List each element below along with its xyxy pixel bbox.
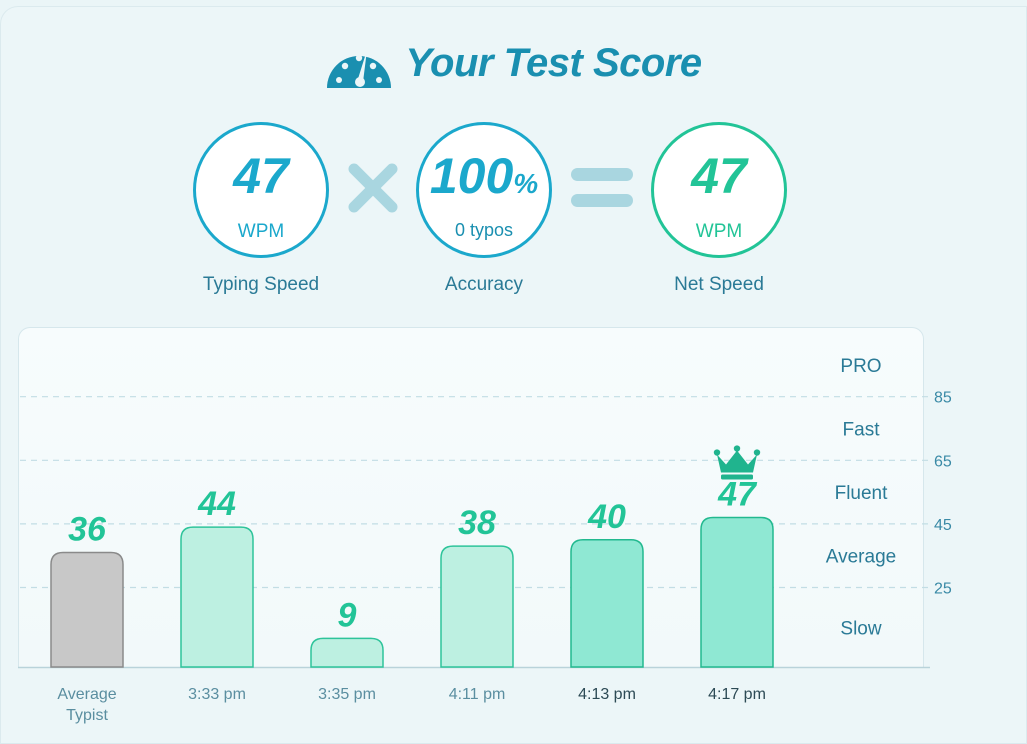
band-label: Average (826, 547, 896, 568)
bar (310, 637, 384, 668)
bar-value-label: 9 (338, 596, 357, 634)
net-speed-label: Net Speed (674, 274, 764, 295)
bar-value-label: 36 (68, 511, 107, 549)
speedometer-icon (327, 50, 392, 88)
page-title: Your Test Score (405, 40, 702, 85)
x-tick-label: 4:13 pm (578, 686, 636, 703)
net-speed-value: 47 (691, 148, 747, 204)
x-tick-label: 4:17 pm (708, 686, 766, 703)
bar-value-label: 44 (197, 485, 236, 523)
typing-speed-circle: 47 WPM (193, 122, 329, 258)
bar-value-label: 38 (458, 504, 496, 542)
typing-speed-value: 47 (233, 148, 289, 204)
band-label: Fluent (835, 483, 889, 504)
x-tick-label: 3:35 pm (318, 686, 376, 703)
bar (570, 539, 644, 668)
bar (700, 516, 774, 668)
multiply-icon (348, 163, 398, 213)
y-tick-label: 65 (934, 453, 952, 470)
band-label: PRO (840, 356, 881, 377)
accuracy-label: Accuracy (444, 274, 524, 295)
net-speed-circle: 47 WPM (651, 122, 787, 258)
bar (440, 545, 514, 668)
x-tick-label: 3:33 pm (188, 686, 246, 703)
header: Your Test Score (0, 36, 1027, 90)
y-tick-label: 85 (934, 390, 952, 407)
typos-count: 0 typos (454, 220, 514, 240)
accuracy-value: 100 (429, 148, 514, 204)
accuracy-value-wrap: 100% (413, 151, 555, 201)
typing-speed-unit: WPM (237, 221, 285, 242)
y-tick-label: 45 (934, 517, 952, 534)
accuracy-percent: % (513, 168, 539, 199)
equals-icon (571, 168, 633, 207)
x-tick-label: Average Typist (57, 686, 116, 724)
band-label: Slow (840, 618, 881, 639)
bar (180, 526, 254, 668)
x-tick-label: 4:11 pm (449, 686, 506, 703)
accuracy-circle: 100% 0 typos (416, 122, 552, 258)
y-tick-label: 25 (934, 581, 952, 598)
net-speed-unit: WPM (695, 221, 743, 242)
band-label: Fast (843, 420, 881, 441)
typing-speed-label: Typing Speed (202, 274, 320, 295)
bar-value-label: 40 (587, 498, 626, 536)
crown-icon (713, 445, 761, 480)
bar-value-label: 47 (717, 476, 758, 514)
bar (50, 551, 124, 668)
